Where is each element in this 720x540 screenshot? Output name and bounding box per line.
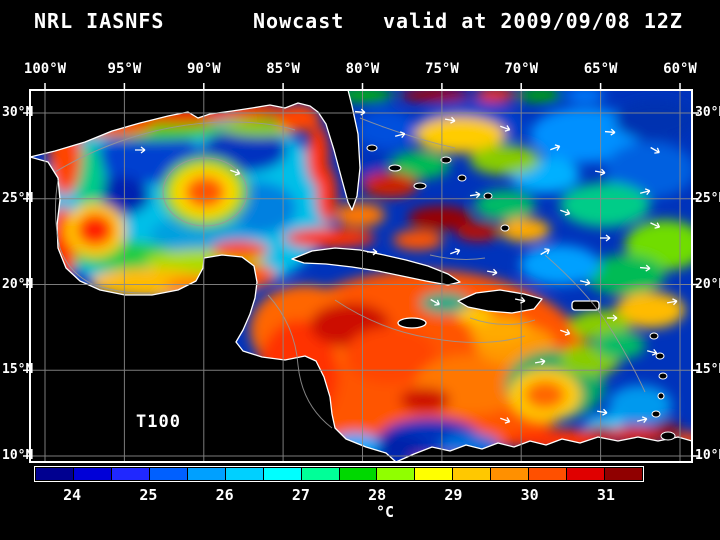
- colorbar-segment: [73, 468, 111, 480]
- land-north-america: [30, 90, 361, 211]
- colorbar-tick-labels: 24 25 26 27 28 29 30 31: [34, 486, 644, 504]
- colorbar-tick-value: 28: [368, 486, 387, 504]
- island-jamaica: [397, 317, 427, 329]
- axis-tick-marks: [23, 83, 699, 457]
- grid-lines: [30, 90, 692, 462]
- lat-tick-label-right: 25°N: [695, 190, 720, 206]
- colorbar-segment: [301, 468, 339, 480]
- colorbar-segment: [567, 468, 605, 480]
- colorbar-segment: [491, 468, 529, 480]
- lat-tick-label-right: 20°N: [695, 276, 720, 292]
- colorbar-unit-label: °C: [376, 503, 395, 521]
- latitude-axis-left: 30°N 25°N 20°N 15°N 10°N: [2, 0, 34, 540]
- colorbar-segment: [529, 468, 567, 480]
- lat-tick-label-right: 30°N: [695, 105, 720, 120]
- lat-tick-label-left: 15°N: [2, 362, 34, 378]
- lon-tick-label: 90°W: [186, 61, 221, 77]
- lon-tick-label: 75°W: [425, 61, 459, 77]
- lat-tick-label-left: 10°N: [2, 448, 34, 463]
- colorbar-tick-value: 27: [291, 486, 310, 504]
- colorbar-segment: [187, 468, 225, 480]
- lon-tick-label: 85°W: [266, 61, 300, 77]
- lon-tick-label: 100°W: [23, 61, 67, 77]
- lat-tick-label-left: 20°N: [2, 276, 34, 292]
- map-frame: [29, 89, 693, 463]
- colorbar-segment: [263, 468, 301, 480]
- temperature-colorbar: [34, 466, 644, 482]
- lon-tick-label: 70°W: [504, 61, 539, 77]
- title-valid-time: valid at 2009/09/08 12Z: [383, 9, 683, 33]
- colorbar-segment: [377, 468, 415, 480]
- colorbar-segment: [415, 468, 453, 480]
- longitude-axis: 100°W 95°W 90°W 85°W 80°W 75°W 70°W 65°W 60°W: [0, 61, 720, 79]
- colorbar-tick-value: 30: [520, 486, 539, 504]
- title-model-name: NRL IASNFS: [34, 9, 165, 33]
- lat-tick-label-right: 15°N: [695, 362, 720, 378]
- field-depth-label: T100: [136, 412, 181, 432]
- colorbar-tick-value: 31: [596, 486, 615, 504]
- colorbar-tick-value: 25: [139, 486, 158, 504]
- colorbar-segment: [36, 468, 73, 480]
- lon-tick-label: 80°W: [345, 61, 380, 77]
- lon-tick-label: 65°W: [583, 61, 618, 77]
- lon-tick-label: 95°W: [107, 61, 142, 77]
- colorbar-segment: [453, 468, 491, 480]
- colorbar-tick-value: 29: [444, 486, 463, 504]
- colorbar-tick-value: 24: [63, 486, 82, 504]
- colorbar-segment: [339, 468, 377, 480]
- lon-tick-label: 60°W: [663, 61, 697, 77]
- contour-lines: [54, 117, 646, 429]
- islands-bahamas: [366, 144, 510, 232]
- latitude-axis-right: 30°N 25°N 20°N 15°N 10°N: [695, 0, 720, 540]
- islands-lesser-antilles: [649, 332, 676, 441]
- colorbar-tick-value: 26: [215, 486, 234, 504]
- title-product-type: Nowcast: [253, 9, 345, 33]
- colorbar-segment: [149, 468, 187, 480]
- lat-tick-label-left: 30°N: [2, 105, 34, 120]
- island-cuba: [291, 247, 461, 286]
- lat-tick-label-left: 25°N: [2, 190, 34, 206]
- colorbar-segment: [225, 468, 263, 480]
- land-mexico-central-america: [30, 156, 397, 462]
- colorbar-segment: [605, 468, 642, 480]
- colorbar-segment: [111, 468, 149, 480]
- lat-tick-label-right: 10°N: [695, 448, 720, 463]
